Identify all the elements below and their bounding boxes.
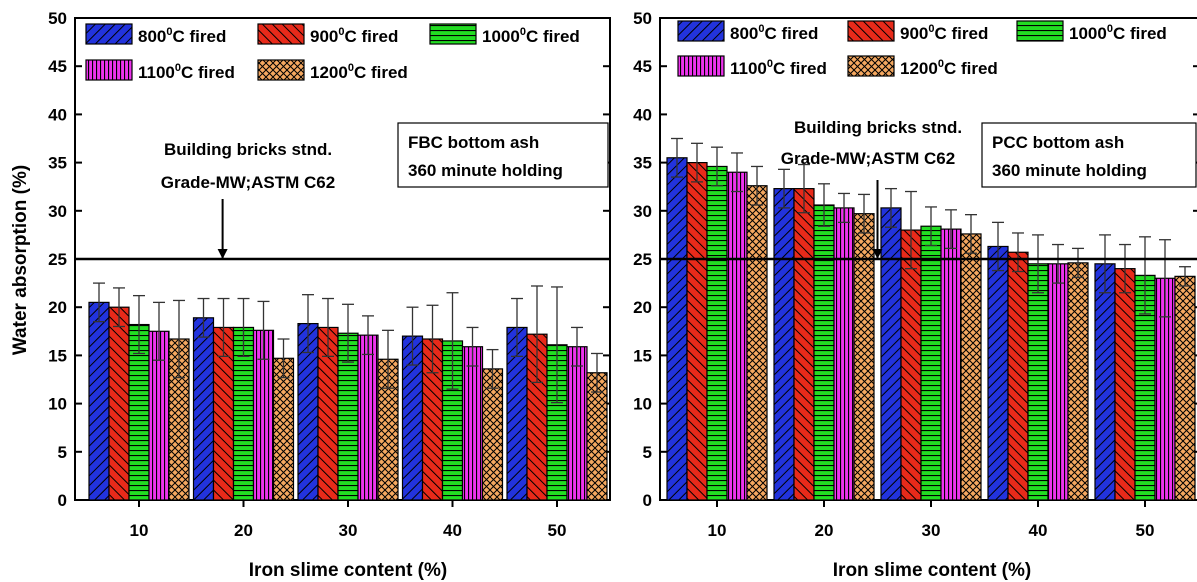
legend-swatch: [677, 20, 725, 42]
x-tick-label: 50: [1136, 521, 1155, 540]
bar: [88, 301, 110, 501]
bar: [853, 213, 875, 501]
bar: [900, 229, 922, 501]
legend-label: 10000C fired: [482, 26, 580, 46]
bar: [813, 204, 835, 501]
y-tick-label: 20: [48, 298, 67, 317]
bar: [1067, 262, 1089, 501]
legend-swatch: [85, 23, 133, 45]
info-box-line-1: FBC bottom ash: [408, 133, 539, 152]
legend-swatch: [1016, 20, 1064, 42]
y-tick-label: 50: [48, 9, 67, 28]
bar: [461, 346, 484, 501]
annotation-line-1: Building bricks stnd.: [794, 118, 962, 137]
bar: [357, 334, 379, 501]
info-box: [397, 122, 609, 188]
y-tick-label: 25: [633, 250, 652, 269]
annotation-line-2: Grade-MW;ASTM C62: [161, 173, 335, 192]
annotation-line-2: Grade-MW;ASTM C62: [781, 149, 955, 168]
legend-swatch: [85, 59, 133, 81]
x-tick-label: 30: [339, 521, 358, 540]
bar: [1047, 263, 1069, 501]
panel-fbc: 0 5 10 15 20 25 30 35 40 45 50 10 20 30 40 50 Building b…: [48, 9, 611, 540]
bar: [773, 188, 795, 501]
info-box-line-2: 360 minute holding: [992, 161, 1147, 180]
legend-label: 8000C fired: [138, 26, 226, 46]
x-axis-title-left: Iron slime content (%): [249, 560, 447, 581]
bar: [920, 225, 942, 501]
y-tick-label: 15: [633, 346, 652, 365]
bar: [1007, 251, 1029, 501]
info-box-line-2: 360 minute holding: [408, 161, 563, 180]
bar: [108, 306, 130, 501]
legend-label: 11000C fired: [138, 62, 235, 82]
y-tick-label: 35: [48, 154, 67, 173]
y-axis-title: Water absorption (%): [10, 165, 31, 355]
legend-label: 9000C fired: [310, 26, 398, 46]
bar: [793, 188, 815, 501]
bar: [1174, 275, 1196, 501]
x-tick-label: 10: [130, 521, 149, 540]
bar: [566, 346, 588, 501]
y-tick-label: 10: [48, 395, 67, 414]
y-tick-label: 30: [633, 202, 652, 221]
x-tick-label: 40: [1029, 521, 1048, 540]
bar: [686, 162, 708, 501]
legend-label: 12000C fired: [310, 62, 408, 82]
bar: [192, 317, 215, 501]
x-tick-label: 40: [443, 521, 462, 540]
x-tick-label: 50: [548, 521, 567, 540]
legend-label: 12000C fired: [900, 58, 998, 78]
legend-swatch: [847, 20, 895, 42]
bar: [987, 245, 1009, 501]
y-tick-label: 0: [58, 491, 67, 510]
y-tick-label: 40: [48, 105, 67, 124]
y-tick-label: 30: [48, 202, 67, 221]
bar: [940, 228, 962, 501]
y-tick-label: 45: [48, 57, 67, 76]
bar: [833, 207, 855, 501]
bar: [960, 233, 982, 501]
x-tick-label: 20: [234, 521, 253, 540]
y-tick-label: 40: [633, 105, 652, 124]
bar: [746, 185, 768, 501]
info-box-line-1: PCC bottom ash: [992, 133, 1124, 152]
bar: [1027, 263, 1049, 501]
x-tick-label: 20: [815, 521, 834, 540]
panel-pcc: 0 5 10 15 20 25 30 35 40 45 50 10 20 30 40 50 Building b…: [633, 9, 1197, 540]
bar: [880, 207, 902, 501]
legend-label: 11000C fired: [730, 58, 827, 78]
bar: [726, 171, 748, 501]
legend-swatch: [429, 23, 477, 45]
legend-label: 9000C fired: [900, 23, 988, 43]
y-tick-label: 10: [633, 395, 652, 414]
y-tick-label: 20: [633, 298, 652, 317]
legend-label: 8000C fired: [730, 23, 818, 43]
annotation-line-1: Building bricks stnd.: [164, 140, 332, 159]
y-tick-label: 35: [633, 154, 652, 173]
bar: [706, 165, 728, 501]
y-tick-label: 15: [48, 346, 67, 365]
y-tick-label: 50: [633, 9, 652, 28]
legend-swatch: [847, 55, 895, 77]
bar: [1094, 263, 1116, 501]
bar: [1114, 268, 1136, 501]
y-tick-label: 25: [48, 250, 67, 269]
y-tick-label: 0: [643, 491, 652, 510]
y-tick-label: 45: [633, 57, 652, 76]
legend-swatch: [257, 23, 305, 45]
x-tick-label: 30: [922, 521, 941, 540]
legend-swatch: [677, 55, 725, 77]
bar: [666, 157, 688, 501]
legend-label: 10000C fired: [1069, 23, 1167, 43]
info-box: [981, 122, 1197, 188]
x-tick-label: 10: [708, 521, 727, 540]
bar: [272, 357, 295, 501]
legend-swatch: [257, 59, 305, 81]
y-tick-label: 5: [643, 443, 652, 462]
y-tick-label: 5: [58, 443, 67, 462]
x-axis-title-right: Iron slime content (%): [833, 560, 1031, 581]
